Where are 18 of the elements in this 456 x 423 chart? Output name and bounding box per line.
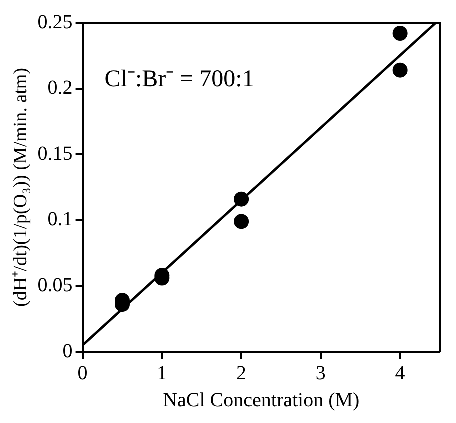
x-tick-label: 0 <box>78 362 88 384</box>
x-tick-label: 4 <box>395 362 406 384</box>
y-tick-label: 0.15 <box>38 142 73 165</box>
x-tick-label: 3 <box>316 362 326 384</box>
y-tick-label: 0 <box>62 340 73 362</box>
y-tick-label: 0.1 <box>48 208 73 231</box>
x-tick-label: 2 <box>236 362 247 384</box>
y-tick-label: 0.25 <box>38 11 73 34</box>
y-tick-label: 0.05 <box>38 274 73 296</box>
y-tick-label: 0.2 <box>48 77 73 100</box>
point <box>392 26 408 42</box>
x-tick-label: 1 <box>157 362 168 384</box>
x-axis-title: NaCl Concentration (M) <box>163 389 360 412</box>
y-axis-title: (dH⁺/dt)(1/p(O₃)) (M/min. atm) <box>10 68 32 307</box>
point <box>234 192 250 207</box>
point <box>392 62 408 78</box>
annotation: Cl⁻:Br⁻ = 700:1 <box>104 66 254 92</box>
point <box>234 214 250 230</box>
